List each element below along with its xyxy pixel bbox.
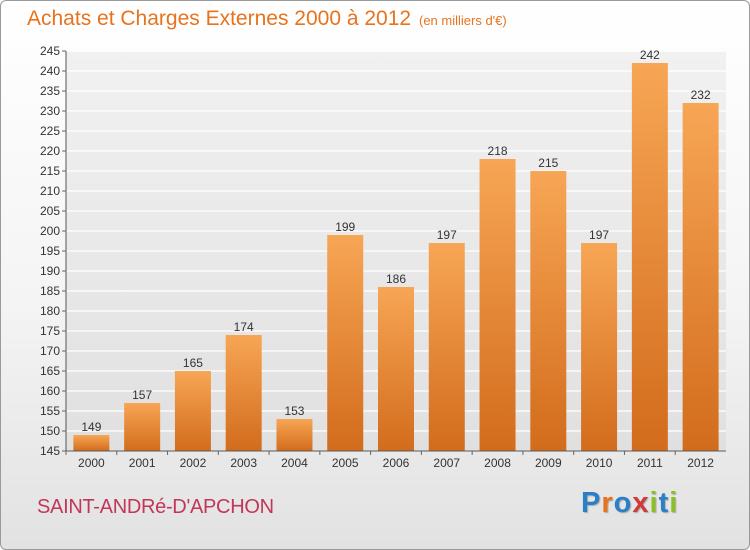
data-label: 242	[640, 48, 660, 62]
y-tick-label: 245	[40, 44, 60, 58]
x-tick-label: 2010	[586, 456, 613, 470]
bar	[479, 159, 516, 451]
x-tick-label: 2004	[281, 456, 308, 470]
x-tick-label: 2001	[129, 456, 156, 470]
data-label: 199	[335, 220, 355, 234]
bar	[682, 103, 719, 451]
data-label: 218	[488, 144, 508, 158]
proxiti-logo: Proxiti	[581, 487, 678, 520]
y-tick-label: 215	[40, 164, 60, 178]
data-label: 186	[386, 272, 406, 286]
y-tick-label: 185	[40, 284, 60, 298]
data-label: 153	[284, 404, 304, 418]
y-tick-label: 230	[40, 104, 60, 118]
bar	[581, 243, 618, 451]
data-label: 149	[81, 420, 101, 434]
data-label: 197	[437, 228, 457, 242]
data-label: 232	[691, 88, 711, 102]
chart-title: Achats et Charges Externes 2000 à 2012	[27, 7, 412, 30]
x-tick-label: 2000	[78, 456, 105, 470]
data-label: 197	[589, 228, 609, 242]
x-tick-label: 2007	[433, 456, 460, 470]
x-tick-label: 2009	[535, 456, 562, 470]
y-tick-label: 200	[40, 224, 60, 238]
x-tick-label: 2006	[383, 456, 410, 470]
bar	[225, 335, 262, 451]
y-tick-label: 190	[40, 264, 60, 278]
logo-letter: t	[658, 487, 670, 519]
y-tick-label: 155	[40, 404, 60, 418]
logo-letter: x	[632, 487, 650, 519]
data-label: 215	[538, 156, 558, 170]
bar	[327, 235, 364, 451]
y-tick-label: 170	[40, 344, 60, 358]
y-tick-label: 205	[40, 204, 60, 218]
bar	[530, 171, 567, 451]
logo-letter: i	[669, 487, 679, 519]
data-label: 165	[183, 356, 203, 370]
y-tick-label: 160	[40, 384, 60, 398]
x-tick-label: 2011	[637, 456, 663, 470]
bar	[124, 403, 161, 451]
x-tick-label: 2002	[180, 456, 207, 470]
x-tick-label: 2008	[484, 456, 511, 470]
logo-letter: o	[613, 487, 633, 519]
y-tick-label: 150	[40, 424, 60, 438]
y-tick-label: 145	[40, 444, 60, 458]
logo-letter: P	[581, 487, 602, 519]
x-tick-label: 2012	[687, 456, 714, 470]
data-label: 157	[132, 388, 152, 402]
chart-subtitle: (en milliers d'€)	[419, 13, 507, 28]
y-tick-label: 225	[40, 124, 60, 138]
bar	[378, 287, 414, 451]
commune-name: SAINT-ANDRé-D'APCHON	[37, 496, 274, 518]
bar	[276, 419, 313, 451]
x-tick-label: 2003	[230, 456, 257, 470]
logo-letter: i	[649, 487, 659, 519]
y-tick-label: 195	[40, 244, 60, 258]
y-tick-label: 240	[40, 64, 60, 78]
logo-letter: r	[601, 487, 614, 519]
y-tick-label: 165	[40, 364, 60, 378]
bar	[428, 243, 465, 451]
x-tick-label: 2005	[332, 456, 359, 470]
y-tick-label: 175	[40, 324, 60, 338]
bar	[73, 435, 110, 451]
y-tick-label: 180	[40, 304, 60, 318]
y-tick-label: 235	[40, 84, 60, 98]
y-tick-label: 220	[40, 144, 60, 158]
y-tick-label: 210	[40, 184, 60, 198]
bar	[174, 371, 211, 451]
bar	[631, 63, 668, 451]
data-label: 174	[234, 320, 254, 334]
